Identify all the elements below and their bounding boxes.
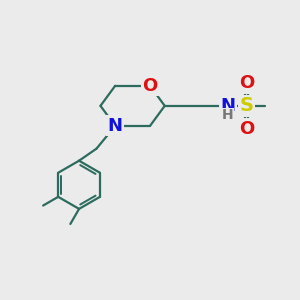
Text: H: H [222, 108, 233, 122]
Text: N: N [108, 117, 123, 135]
Text: S: S [239, 96, 254, 115]
Text: O: O [239, 120, 254, 138]
Text: N: N [220, 97, 235, 115]
Text: O: O [142, 77, 158, 95]
Text: O: O [239, 74, 254, 92]
